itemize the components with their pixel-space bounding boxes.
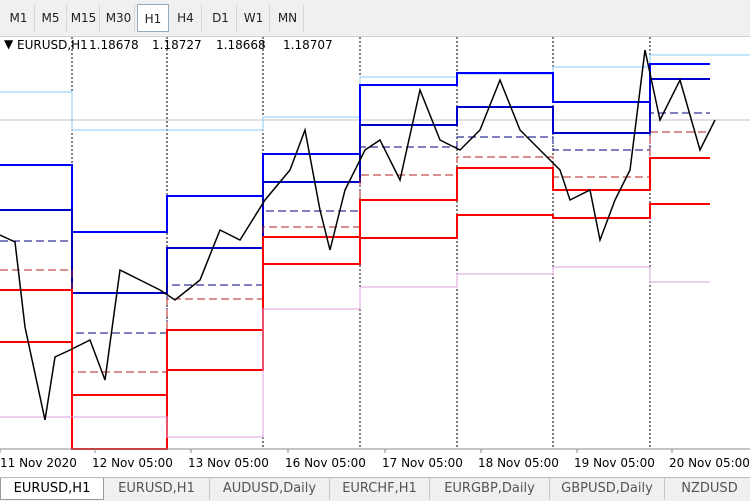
timeframe-button[interactable]: H1 xyxy=(137,4,169,32)
timeframe-button[interactable]: M5 xyxy=(35,4,67,32)
ohlc-value: 1.18678 xyxy=(89,38,139,52)
collapse-arrow: ▼ xyxy=(4,37,14,51)
timeframe-button[interactable]: M15 xyxy=(68,4,100,32)
pivot-levels xyxy=(0,54,750,450)
timeframe-button[interactable]: M1 xyxy=(3,4,35,32)
x-tick-label: 20 Nov 05:00 xyxy=(669,456,750,470)
chart-tab[interactable]: EURGBP,Daily xyxy=(430,478,550,500)
timeframe-button[interactable]: W1 xyxy=(238,4,270,32)
price-chart: 11 Nov 2020 12 Nov 05:00 13 Nov 05:00 16 No… xyxy=(0,37,750,470)
timeframe-toolbar: M1 M5 M15 M30 H1 H4 D1 W1 MN xyxy=(0,0,750,37)
chart-tab[interactable]: NZDUSD xyxy=(665,478,750,500)
symbol-label: EURUSD,H1 xyxy=(17,38,88,52)
chart-background xyxy=(0,37,750,449)
x-tick-label: 12 Nov 05:00 xyxy=(92,456,173,470)
chart-tabs: EURUSD,H1 EURUSD,H1 AUDUSD,Daily EURCHF,H1 E… xyxy=(0,477,750,501)
x-tick-label: 13 Nov 05:00 xyxy=(188,456,269,470)
timeframe-button[interactable]: M30 xyxy=(103,4,135,32)
timeframe-button[interactable]: D1 xyxy=(205,4,237,32)
x-tick-label: 19 Nov 05:00 xyxy=(574,456,655,470)
timeframe-button[interactable]: MN xyxy=(272,4,304,32)
x-tick-label: 16 Nov 05:00 xyxy=(285,456,366,470)
chart-tab[interactable]: AUDUSD,Daily xyxy=(210,478,330,500)
ohlc-value: 1.18707 xyxy=(283,38,333,52)
x-tick-label: 18 Nov 05:00 xyxy=(478,456,559,470)
timeframe-button[interactable]: H4 xyxy=(170,4,202,32)
chart-tab[interactable]: GBPUSD,Daily xyxy=(550,478,665,500)
ohlc-value: 1.18668 xyxy=(216,38,266,52)
ohlc-value: 1.18727 xyxy=(152,38,202,52)
chart-tab[interactable]: EURCHF,H1 xyxy=(330,478,430,500)
x-tick-label: 17 Nov 05:00 xyxy=(382,456,463,470)
chart-tab[interactable]: EURUSD,H1 xyxy=(0,478,104,500)
chart-tab[interactable]: EURUSD,H1 xyxy=(104,478,210,500)
price-trace xyxy=(0,49,716,421)
x-tick-label: 11 Nov 2020 xyxy=(0,456,77,470)
